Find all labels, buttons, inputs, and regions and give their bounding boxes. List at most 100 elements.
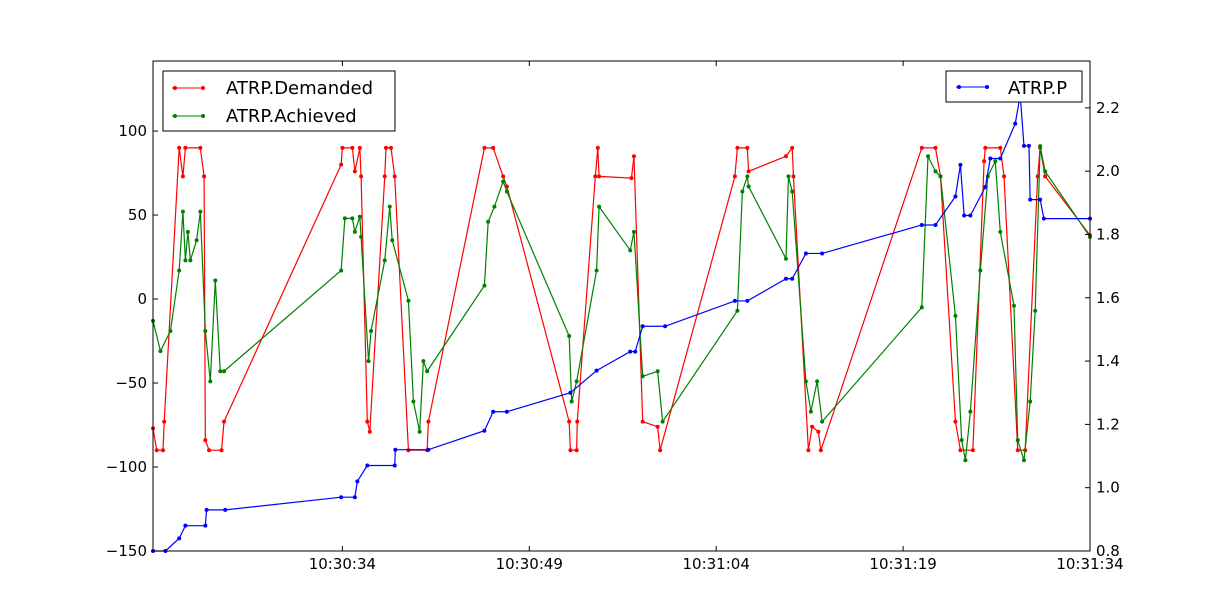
- data-point-atrp-p: [203, 523, 208, 528]
- data-point-atrp-demanded: [482, 145, 487, 150]
- data-point-atrp-demanded: [567, 419, 572, 424]
- legend-achieved-marker: [173, 114, 177, 118]
- legend-left: ATRP.Demanded ATRP.Achieved: [162, 70, 396, 132]
- data-point-atrp-achieved: [222, 369, 227, 374]
- data-point-atrp-achieved: [735, 308, 740, 313]
- data-point-atrp-achieved: [740, 189, 745, 194]
- data-point-atrp-p: [983, 184, 988, 189]
- data-point-atrp-demanded: [162, 419, 167, 424]
- data-point-atrp-demanded: [219, 448, 224, 453]
- data-point-atrp-demanded: [1015, 448, 1020, 453]
- data-point-atrp-p: [482, 428, 487, 433]
- data-point-atrp-achieved: [998, 229, 1003, 234]
- data-point-atrp-demanded: [735, 145, 740, 150]
- data-point-atrp-achieved: [640, 374, 645, 379]
- data-point-atrp-achieved: [417, 429, 422, 434]
- data-point-atrp-p: [640, 324, 645, 329]
- data-point-atrp-achieved: [660, 419, 665, 424]
- legend-p-label: ATRP.P: [1008, 78, 1067, 99]
- data-point-atrp-p: [1013, 121, 1018, 126]
- data-point-atrp-achieved: [194, 238, 199, 243]
- data-point-atrp-achieved: [938, 174, 943, 179]
- data-point-atrp-p: [803, 251, 808, 256]
- data-point-atrp-p: [663, 324, 668, 329]
- y-right-tick-label: 2.0: [1096, 162, 1120, 180]
- data-point-atrp-achieved: [933, 169, 938, 174]
- data-point-atrp-achieved: [177, 268, 182, 273]
- data-point-atrp-achieved: [628, 248, 633, 253]
- data-point-atrp-achieved: [492, 204, 497, 209]
- data-point-atrp-demanded: [388, 145, 393, 150]
- data-point-atrp-p: [783, 276, 788, 281]
- data-point-atrp-achieved: [567, 333, 572, 338]
- data-point-atrp-demanded: [640, 419, 645, 424]
- data-point-atrp-achieved: [574, 379, 579, 384]
- data-point-atrp-p: [504, 409, 509, 414]
- data-point-atrp-achieved: [213, 278, 218, 283]
- data-point-atrp-demanded: [491, 145, 496, 150]
- data-point-atrp-achieved: [959, 438, 964, 443]
- data-point-atrp-p: [568, 390, 573, 395]
- data-point-atrp-demanded: [998, 145, 1003, 150]
- data-point-atrp-p: [177, 536, 182, 541]
- legend-demanded-marker: [173, 86, 177, 90]
- data-point-atrp-achieved: [180, 209, 185, 214]
- data-point-atrp-achieved: [783, 256, 788, 261]
- data-point-atrp-achieved: [350, 216, 355, 221]
- data-point-atrp-achieved: [1011, 303, 1016, 308]
- data-point-atrp-demanded: [746, 169, 751, 174]
- data-point-atrp-p: [968, 213, 973, 218]
- data-point-atrp-demanded: [203, 438, 208, 443]
- data-point-atrp-p: [223, 507, 228, 512]
- data-point-atrp-p: [365, 463, 370, 468]
- data-point-atrp-demanded: [340, 145, 345, 150]
- data-point-atrp-p: [628, 349, 633, 354]
- series-atrp-p: [151, 93, 1092, 553]
- x-tick-label: 10:31:34: [1056, 555, 1123, 573]
- data-point-atrp-achieved: [631, 229, 636, 234]
- data-point-atrp-demanded: [745, 145, 750, 150]
- data-point-atrp-demanded: [806, 448, 811, 453]
- data-point-atrp-p: [393, 447, 398, 452]
- data-point-atrp-p: [919, 222, 924, 227]
- data-point-atrp-demanded: [1043, 174, 1048, 179]
- data-point-atrp-demanded: [629, 176, 634, 181]
- data-point-atrp-achieved: [203, 328, 208, 333]
- legend-right: ATRP.P: [945, 70, 1083, 103]
- data-point-atrp-achieved: [1015, 438, 1020, 443]
- data-point-atrp-demanded: [183, 145, 188, 150]
- y-left-tick-label: 0: [137, 290, 147, 308]
- data-point-atrp-p: [426, 447, 431, 452]
- data-point-atrp-achieved: [339, 268, 344, 273]
- data-point-atrp-demanded: [790, 145, 795, 150]
- y-right-tick-label: 1.4: [1096, 352, 1120, 370]
- data-point-atrp-demanded: [933, 145, 938, 150]
- data-point-atrp-achieved: [597, 204, 602, 209]
- data-point-atrp-demanded: [958, 448, 963, 453]
- legend-demanded-label: ATRP.Demanded: [226, 78, 373, 99]
- y-right-tick-label: 1.8: [1096, 225, 1120, 243]
- legend-demanded-marker: [201, 86, 205, 90]
- y-right-tick-label: 1.2: [1096, 415, 1120, 433]
- data-point-atrp-p: [1028, 197, 1033, 202]
- data-point-atrp-p: [953, 194, 958, 199]
- data-point-atrp-demanded: [783, 154, 788, 159]
- data-point-atrp-achieved: [1021, 458, 1026, 463]
- data-point-atrp-demanded: [732, 174, 737, 179]
- x-tick-label: 10:31:04: [683, 555, 750, 573]
- data-point-atrp-demanded: [658, 448, 663, 453]
- axes-layer: 10:30:34 10:30:49 10:31:04 10:31:19 10:31:34…: [106, 61, 1124, 573]
- data-point-atrp-p: [1041, 216, 1046, 221]
- series-layer: [151, 93, 1092, 553]
- data-point-atrp-p: [204, 507, 209, 512]
- data-point-atrp-p: [820, 251, 825, 256]
- data-point-atrp-demanded: [593, 174, 598, 179]
- data-point-atrp-demanded: [597, 174, 602, 179]
- data-point-atrp-demanded: [982, 159, 987, 164]
- data-point-atrp-demanded: [595, 145, 600, 150]
- data-point-atrp-achieved: [953, 313, 958, 318]
- data-point-atrp-demanded: [154, 448, 159, 453]
- data-point-atrp-p: [933, 222, 938, 227]
- data-point-atrp-demanded: [953, 419, 958, 424]
